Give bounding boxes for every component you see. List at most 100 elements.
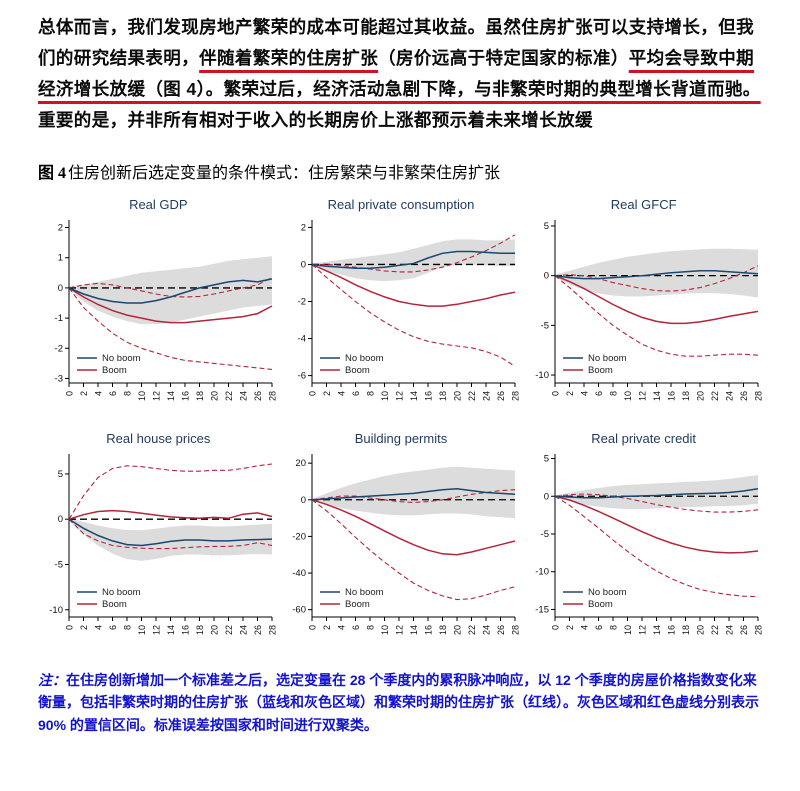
x-tick-label: 20 [695, 391, 705, 401]
x-tick-label: 22 [224, 391, 234, 401]
x-tick-label: 24 [239, 391, 249, 401]
no-boom-line [554, 487, 758, 499]
x-tick-label: 8 [608, 625, 618, 630]
x-tick-label: 4 [336, 625, 346, 630]
legend-label: No boom [588, 587, 627, 598]
y-tick-label: -5 [55, 559, 63, 570]
x-tick-label: 28 [268, 625, 278, 635]
x-tick-label: 14 [409, 391, 419, 401]
x-tick-label: 8 [365, 391, 375, 396]
x-tick-label: 28 [268, 391, 278, 401]
chart-title-real-gfcf: Real GFCF [610, 196, 677, 212]
y-tick-label: -15 [535, 604, 549, 615]
chart-real-private-credit: Real private credit -15 -10 -5 0 5 0 2 4 6 8 10 12 1… [523, 431, 764, 659]
boom-90-upper-line [554, 493, 758, 513]
x-tick-label: 14 [166, 391, 176, 401]
y-tick-label: -1 [55, 313, 63, 324]
x-tick-label: 10 [380, 391, 390, 401]
x-tick-label: 10 [380, 625, 390, 635]
chart-title-real-private-credit: Real private credit [591, 430, 697, 446]
x-tick-label: 18 [195, 391, 205, 401]
x-tick-label: 0 [65, 625, 75, 630]
x-tick-label: 8 [123, 625, 133, 630]
x-tick-label: 0 [307, 625, 317, 630]
figure-4-chart-grid: Real GDP -3 -2 -1 0 1 2 0 2 4 6 8 10 12 14 16 18 20 22 24 2… [38, 197, 764, 659]
x-tick-label: 22 [467, 391, 477, 401]
x-tick-label: 10 [137, 391, 147, 401]
x-tick-label: 12 [152, 625, 162, 635]
x-tick-label: 20 [210, 391, 220, 401]
figure-note-label: 注： [38, 671, 66, 688]
chart-title-real-house-prices: Real house prices [106, 430, 211, 446]
x-tick-label: 4 [579, 625, 589, 630]
text-segment: 重要的是，并非所有相对于收入的长期房价上涨都预示着未来增长放缓 [38, 110, 593, 131]
boom-90-lower-line [68, 287, 273, 370]
boom-90-upper-line [69, 276, 273, 298]
boom-90-lower-line [311, 498, 516, 600]
x-tick-label: 12 [394, 391, 404, 401]
y-tick-label: 0 [301, 259, 306, 270]
x-tick-label: 16 [181, 391, 191, 401]
chart-title-real-private-consumption: Real private consumption [327, 196, 475, 212]
y-tick-label: 0 [543, 491, 548, 502]
boom-90-lower-line [311, 263, 516, 367]
x-tick-label: 18 [681, 391, 691, 401]
x-tick-label: 28 [510, 625, 520, 635]
x-tick-label: 10 [623, 391, 633, 401]
x-tick-label: 24 [481, 391, 491, 401]
x-tick-label: 6 [108, 391, 118, 396]
x-tick-label: 12 [394, 625, 404, 635]
legend-label: Boom [102, 599, 127, 610]
legend-label: No boom [345, 353, 384, 364]
boom-line [69, 509, 273, 520]
x-tick-label: 2 [322, 391, 332, 396]
x-tick-label: 4 [94, 625, 104, 630]
x-tick-label: 24 [724, 625, 734, 635]
x-tick-label: 20 [695, 625, 705, 635]
x-tick-label: 16 [666, 391, 676, 401]
y-tick-label: -10 [535, 370, 549, 381]
y-tick-label: 5 [58, 468, 63, 479]
y-tick-label: -5 [540, 320, 548, 331]
boom-line [311, 263, 516, 307]
y-tick-label: -2 [55, 343, 63, 354]
underlined-text-segment: 伴随着繁荣的住房扩张 [199, 48, 379, 69]
x-tick-label: 16 [181, 625, 191, 635]
x-tick-label: 22 [467, 625, 477, 635]
text-segment: （房价远高于特定国家的标准） [378, 48, 629, 69]
boom-line [554, 495, 758, 554]
x-tick-label: 8 [365, 625, 375, 630]
y-tick-label: -4 [298, 333, 306, 344]
y-tick-label: -5 [540, 529, 548, 540]
chart-real-house-prices: Real house prices -10 -5 0 5 0 2 4 6 8 10 12 14 16 18… [38, 431, 279, 659]
boom-line [311, 498, 516, 556]
chart-real-gdp: Real GDP -3 -2 -1 0 1 2 0 2 4 6 8 10 12 14 16 18 20 22 24 2… [38, 197, 279, 425]
chart-real-private-consumption: Real private consumption -6 -4 -2 0 2 0 2 4 6 8 10… [281, 197, 522, 425]
legend-label: Boom [588, 365, 613, 376]
y-tick-label: -10 [50, 604, 64, 615]
y-tick-label: -10 [535, 566, 549, 577]
x-tick-label: 8 [608, 391, 618, 396]
x-tick-label: 26 [496, 391, 506, 401]
text-segment: 总体而言，我们发现房地产繁荣的成本可能超过其收益。虽然住房扩张可以支持增长，但我… [38, 17, 754, 69]
x-tick-label: 0 [550, 625, 560, 630]
figure-caption: 图 4 住房创新后选定变量的条件模式：住房繁荣与非繁荣住房扩张 [38, 159, 764, 183]
legend-label: Boom [102, 365, 127, 376]
boom-90-lower-line [554, 495, 758, 597]
y-tick-label: 5 [543, 453, 548, 464]
confidence-band [69, 517, 273, 561]
x-tick-label: 0 [65, 391, 75, 396]
y-tick-label: -6 [298, 370, 306, 381]
x-tick-label: 18 [681, 625, 691, 635]
x-tick-label: 10 [137, 625, 147, 635]
x-tick-label: 18 [195, 625, 205, 635]
y-tick-label: 0 [301, 494, 306, 505]
y-tick-label: 0 [58, 282, 63, 293]
x-tick-label: 6 [351, 625, 361, 630]
figure-caption-prefix: 图 4 [38, 164, 67, 182]
